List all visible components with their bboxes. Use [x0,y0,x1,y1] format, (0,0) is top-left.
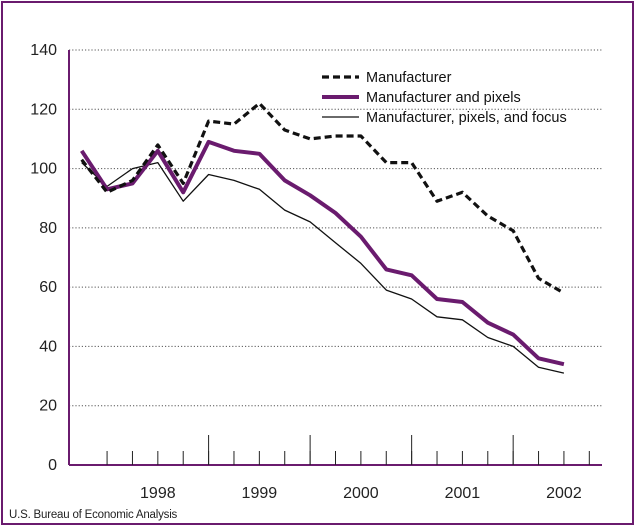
y-tick-label: 0 [48,457,57,474]
x-tick-label: 2001 [445,485,481,502]
legend-label: Manufacturer [366,70,452,86]
x-ticks: 1998 1999 2000 2001 2002 [106,435,590,502]
x-tick-label: 2002 [546,485,582,502]
legend: Manufacturer Manufacturer and pixels Manuf… [322,70,567,126]
series-line-2 [80,139,565,367]
y-tick-label: 120 [30,101,57,118]
y-tick-label: 20 [39,398,57,415]
x-tick-label: 1998 [140,485,176,502]
legend-label: Manufacturer and pixels [366,90,521,106]
series-lines [80,101,565,374]
source-note: U.S. Bureau of Economic Analysis [9,509,178,521]
x-tick-label: 1999 [242,485,278,502]
series-line-3 [81,161,565,374]
x-tick-label: 2000 [343,485,379,502]
series-line-1 [80,101,565,295]
legend-label: Manufacturer, pixels, and focus [366,110,567,126]
y-tick-label: 40 [39,338,57,355]
y-tick-label: 60 [39,279,57,296]
gridlines [69,49,602,407]
y-tick-label: 140 [30,42,57,59]
y-tick-labels: 0 20 40 60 80 100 120 140 [30,42,57,474]
y-tick-label: 80 [39,220,57,237]
y-tick-label: 100 [30,161,57,178]
